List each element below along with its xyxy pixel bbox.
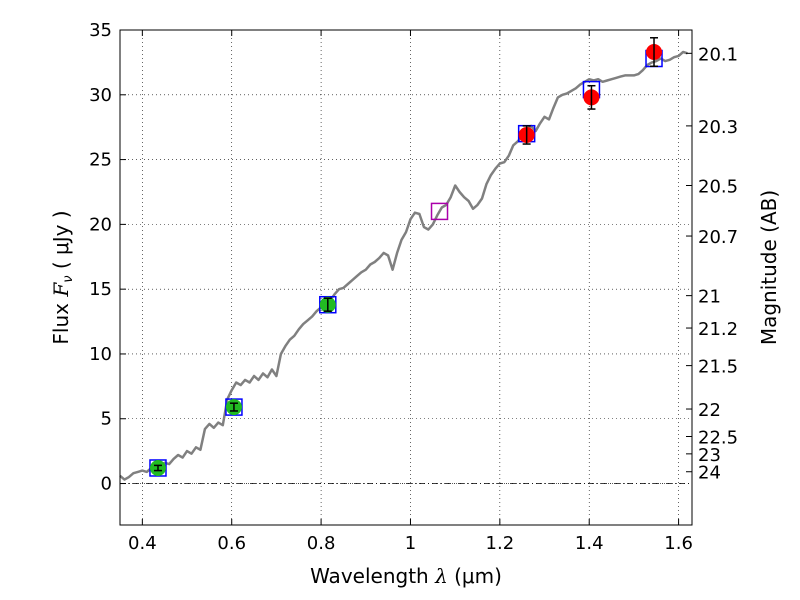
y-axis-label: Flux Fν ( μJy )	[49, 210, 76, 344]
magnitude-tick-label: 21.2	[698, 319, 738, 340]
magnitude-tick-label: 23	[698, 445, 721, 466]
y-tick-label: 5	[101, 409, 112, 430]
y-tick-label: 0	[101, 474, 112, 495]
magnitude-tick-label: 20.5	[698, 176, 738, 197]
magnitude-tick-label: 20.7	[698, 227, 738, 248]
y-tick-label: 10	[89, 344, 112, 365]
magnitude-tick-label: 21.5	[698, 357, 738, 378]
x-tick-label: 1.2	[486, 533, 515, 554]
magnitude-tick-label: 24	[698, 463, 721, 484]
model-photometry-square	[430, 202, 449, 221]
data-series	[119, 37, 688, 481]
x-tick-label: 1.6	[664, 533, 693, 554]
axis-ticks: 0.4 0.6 0.8 1 1.2 1.4 1.6 0 5 10 15 20 25 30 35 20.1 20.…	[89, 20, 738, 554]
x-tick-label: 1.4	[575, 533, 604, 554]
y-tick-label: 15	[89, 279, 112, 300]
grid-lines	[120, 29, 692, 525]
magnitude-axis-label: Magnitude (AB)	[757, 190, 781, 345]
x-tick-label: 1	[405, 533, 416, 554]
x-tick-label: 0.8	[307, 533, 336, 554]
magnitude-tick-label: 20.1	[698, 44, 738, 65]
magnitude-tick-label: 22	[698, 400, 721, 421]
x-axis-label: Wavelength λ (μm)	[310, 564, 502, 588]
x-tick-label: 0.6	[217, 533, 246, 554]
y-tick-label: 30	[89, 85, 112, 106]
plot-frame	[119, 29, 693, 526]
sed-model-line	[119, 50, 688, 481]
magnitude-tick-label: 22.5	[698, 427, 738, 448]
y-tick-label: 20	[89, 214, 112, 235]
magnitude-tick-label: 20.3	[698, 117, 738, 138]
x-tick-label: 0.4	[128, 533, 157, 554]
magnitude-tick-label: 21	[698, 287, 721, 308]
y-tick-label: 25	[89, 150, 112, 171]
y-tick-label: 35	[89, 20, 112, 41]
